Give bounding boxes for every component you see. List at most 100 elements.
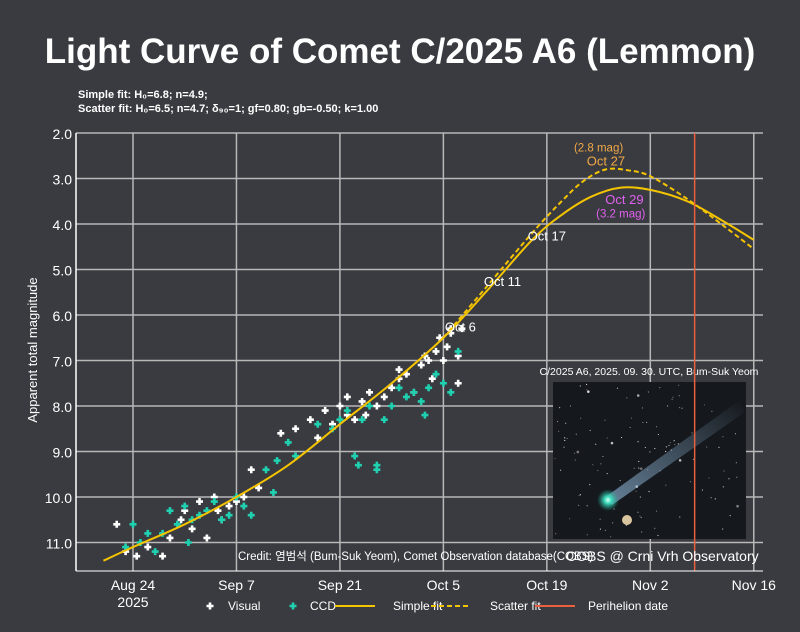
- star: [573, 452, 576, 454]
- legend-label: Scatter fit: [490, 599, 541, 613]
- legend: Visual CCD Simple fit Scatter fit Perihelion…: [206, 599, 668, 613]
- star: [558, 430, 560, 432]
- star: [729, 515, 731, 517]
- star: [595, 443, 597, 445]
- visual-point: [362, 411, 370, 419]
- star: [564, 437, 566, 439]
- star: [610, 441, 614, 445]
- star: [648, 490, 650, 493]
- star: [708, 477, 710, 479]
- ccd-point: [402, 393, 410, 401]
- star: [575, 433, 577, 435]
- visual-point: [439, 357, 447, 364]
- visual-point: [380, 393, 388, 401]
- star: [565, 422, 567, 424]
- x-tick-label: Nov 2: [632, 577, 669, 593]
- star: [637, 511, 639, 513]
- star: [644, 446, 646, 449]
- inset-caption: C/2025 A6, 2025. 09. 30. UTC, Bum-Suk Ye…: [540, 366, 759, 378]
- star: [718, 446, 720, 448]
- star: [711, 410, 713, 412]
- star: [587, 390, 590, 393]
- star: [637, 441, 639, 443]
- chart-title: Light Curve of Comet C/2025 A6 (Lemmon): [45, 32, 755, 71]
- star: [576, 450, 580, 454]
- star: [647, 391, 649, 393]
- visual-point: [373, 402, 381, 410]
- source-text: COBS @ Crni Vrh Observatory: [566, 548, 759, 564]
- ccd-point: [181, 502, 189, 510]
- star: [639, 467, 643, 470]
- star: [681, 407, 683, 409]
- star: [706, 446, 708, 448]
- star: [703, 404, 706, 406]
- star: [735, 462, 737, 464]
- legend-ccd-marker: [289, 602, 297, 610]
- legend-visual-marker: [206, 602, 214, 610]
- annotation-label: Oct 11: [484, 274, 521, 289]
- star: [556, 420, 559, 423]
- ccd-point: [225, 511, 233, 519]
- star: [689, 481, 692, 483]
- star: [654, 527, 656, 529]
- ccd-point: [454, 347, 462, 355]
- star: [734, 433, 737, 435]
- annotation-label: Oct 6: [445, 319, 476, 334]
- ccd-point: [284, 438, 292, 446]
- visual-point: [336, 402, 344, 410]
- star: [579, 494, 581, 496]
- visual-point: [425, 357, 433, 364]
- star: [597, 469, 599, 472]
- star: [633, 467, 635, 469]
- y-tick-label: 4.0: [53, 217, 73, 233]
- scatter-fit-line: [442, 167, 755, 339]
- star: [642, 421, 644, 424]
- y-tick-label: 8.0: [53, 399, 73, 415]
- star: [586, 389, 588, 391]
- visual-point: [255, 484, 263, 492]
- star: [574, 459, 576, 461]
- star: [606, 437, 608, 439]
- y-tick-label: 6.0: [53, 308, 73, 324]
- star: [691, 432, 693, 434]
- star: [559, 407, 561, 409]
- ccd-point: [395, 384, 403, 392]
- visual-point: [203, 534, 211, 542]
- visual-point: [395, 366, 403, 374]
- star: [692, 458, 695, 460]
- ccd-point: [129, 520, 137, 528]
- star: [554, 457, 556, 460]
- ccd-point: [354, 461, 362, 469]
- visual-point: [277, 429, 285, 437]
- star: [585, 383, 588, 386]
- visual-point: [292, 425, 300, 433]
- ccd-point: [439, 379, 447, 387]
- star: [654, 447, 656, 450]
- star: [612, 522, 614, 524]
- star: [672, 396, 674, 398]
- visual-point: [306, 416, 314, 424]
- ccd-point: [358, 416, 366, 424]
- star: [657, 433, 659, 436]
- visual-point: [428, 375, 436, 383]
- visual-point: [365, 388, 373, 396]
- ccd-point: [292, 452, 300, 460]
- star: [646, 421, 648, 423]
- star: [606, 472, 608, 475]
- y-axis-label: Apparent total magnitude: [25, 277, 40, 422]
- ccd-point: [144, 529, 152, 537]
- star: [586, 505, 588, 507]
- ccd-point: [262, 466, 270, 474]
- legend-label: CCD: [310, 599, 336, 613]
- ccd-point: [373, 461, 381, 469]
- star: [641, 407, 644, 409]
- star: [678, 384, 680, 386]
- star: [636, 394, 640, 397]
- ccd-point: [151, 548, 159, 556]
- star: [620, 436, 623, 439]
- star: [555, 533, 557, 535]
- star: [564, 439, 566, 442]
- star: [655, 510, 658, 512]
- star: [701, 489, 704, 491]
- annotation-label: Oct 27: [587, 153, 625, 168]
